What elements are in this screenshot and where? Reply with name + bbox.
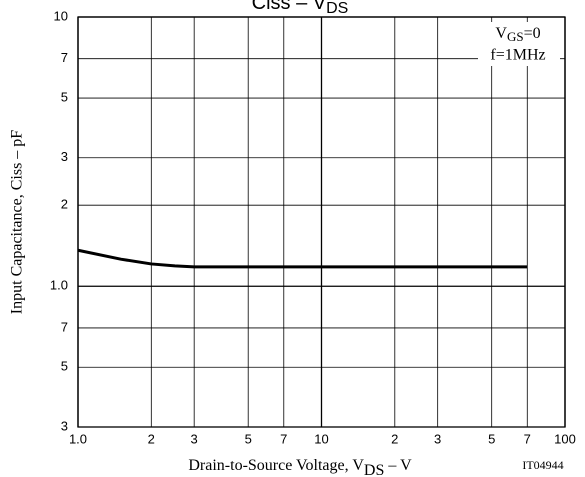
x-tick-label: 100 (554, 431, 576, 446)
figure-code: IT04944 (522, 458, 563, 472)
y-tick-label: 7 (61, 50, 68, 65)
title-text: Ciss – V (252, 0, 327, 14)
x-label-suffix: – V (384, 457, 412, 474)
annotation-bg (478, 22, 560, 66)
y-tick-label: 3 (61, 418, 68, 433)
x-axis-label: Drain-to-Source Voltage, VDS – V (188, 457, 412, 477)
annotation-sub: GS (507, 29, 524, 44)
x-label-text: Drain-to-Source Voltage, V (188, 457, 364, 474)
y-tick-label: 10 (54, 8, 68, 23)
title-sub: DS (326, 0, 348, 17)
annotation-text: V (495, 25, 507, 42)
x-tick-label: 2 (148, 431, 155, 446)
x-tick-label: 5 (245, 431, 252, 446)
x-tick-label: 1.0 (69, 431, 87, 446)
y-axis-label: Input Capacitance, Ciss – pF (9, 130, 26, 315)
y-tick-label: 5 (61, 359, 68, 374)
x-tick-label: 7 (524, 431, 531, 446)
annotation: f=1MHz (490, 47, 545, 64)
x-label-sub: DS (364, 462, 384, 477)
annotation-suffix: =0 (524, 25, 541, 42)
y-tick-label: 7 (61, 319, 68, 334)
x-tick-label: 10 (314, 431, 328, 446)
plot-frame (77, 16, 566, 428)
y-tick-label: 2 (61, 197, 68, 212)
chart-title: Ciss – VDS (252, 0, 349, 17)
x-tick-label: 2 (391, 431, 398, 446)
x-tick-label: 7 (280, 431, 287, 446)
y-tick-label: 3 (61, 149, 68, 164)
data-line (77, 248, 528, 269)
annotation: VGS=0 (495, 25, 540, 44)
x-tick-label: 3 (434, 431, 441, 446)
x-tick-label: 3 (191, 431, 198, 446)
x-tick-label: 5 (488, 431, 495, 446)
y-tick-label: 5 (61, 89, 68, 104)
y-tick-label: 1.0 (50, 278, 68, 293)
